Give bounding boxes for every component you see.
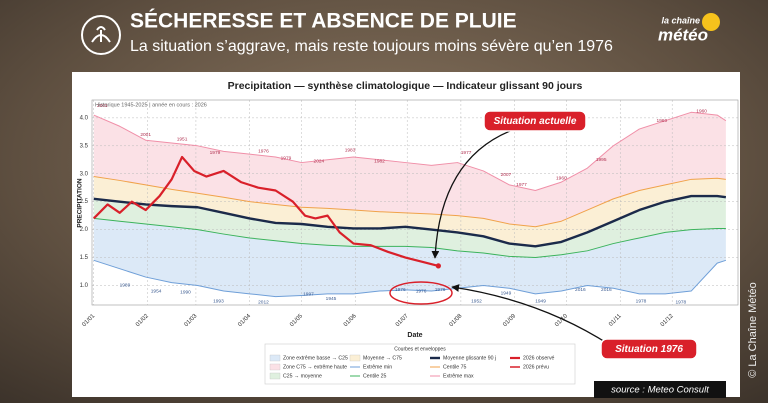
y-tick-label: 4.0 <box>80 115 89 121</box>
legend-swatch <box>269 372 281 380</box>
legend-label: Extrême min <box>363 364 392 370</box>
chart-subtitle: Historique 1945-2025 | année en cours : … <box>95 102 207 108</box>
highlight-1976 <box>389 281 453 305</box>
series-line <box>93 259 727 298</box>
record-year-label: 1976 <box>435 287 446 293</box>
record-year-label: 1990 <box>180 289 191 295</box>
callout-current: Situation actuelle <box>494 116 577 127</box>
legend-box <box>264 343 576 385</box>
record-year-label: 1977 <box>516 182 527 188</box>
record-year-label: 1978 <box>676 299 687 305</box>
record-year-label: 1993 <box>213 298 224 304</box>
record-year-label: 1952 <box>471 298 482 304</box>
y-tick-label: 1.5 <box>80 255 89 261</box>
record-year-label: 1979 <box>281 155 292 161</box>
legend-label: C25 → moyenne <box>283 373 322 379</box>
series-point <box>435 263 441 269</box>
source: source : Meteo Consult <box>611 385 709 396</box>
record-year-label: 1949 <box>535 298 546 304</box>
y-tick-label: 3.0 <box>80 171 89 177</box>
series-line <box>92 155 439 267</box>
legend-title: Courbes et enveloppes <box>394 346 446 352</box>
callout-current-box <box>483 110 587 132</box>
logo-plant <box>91 26 111 43</box>
legend-label: Centile 75 <box>443 364 466 370</box>
headline: SÉCHERESSE ET ABSENCE DE PLUIE <box>130 10 517 33</box>
record-year-label: 2001 <box>97 103 108 109</box>
x-axis-label: Date <box>407 332 422 339</box>
source-box <box>594 381 726 398</box>
callout-1976-box <box>600 338 698 360</box>
legend-label: Centile 25 <box>363 373 386 379</box>
y-tick-label: 1.0 <box>80 283 89 289</box>
record-year-label: 1949 <box>501 291 512 297</box>
series-line <box>93 194 727 248</box>
y-tick-label: 3.5 <box>80 143 89 149</box>
record-year-label: 1997 <box>303 292 314 298</box>
record-year-label: 1945 <box>326 296 337 302</box>
brand-sun <box>702 13 720 31</box>
record-year-label: 1978 <box>636 298 647 304</box>
record-year-label: 2024 <box>314 159 325 165</box>
series-line <box>93 111 727 191</box>
brand-bottom: météo <box>658 25 708 44</box>
record-year-label: 1976 <box>416 288 427 294</box>
legend-swatch <box>269 363 281 371</box>
legend-swatch <box>269 354 281 362</box>
callout-1976: Situation 1976 <box>615 344 683 355</box>
record-year-label: 1960 <box>696 108 707 114</box>
envelope-band <box>93 176 726 247</box>
logo-icon <box>81 15 121 55</box>
record-year-label: 1954 <box>151 288 162 294</box>
record-year-label: 1982 <box>374 159 385 165</box>
record-year-label: 1979 <box>210 150 221 156</box>
arrow-1976 <box>451 284 611 346</box>
record-year-label: 1976 <box>258 149 269 155</box>
plot-frame <box>91 99 739 306</box>
chart-title: Precipitation — synthèse climatologique … <box>228 80 583 92</box>
envelope-band <box>93 112 726 227</box>
legend-label: Moyenne glissante 90 j <box>443 355 496 361</box>
record-year-label: 1989 <box>120 283 131 289</box>
record-year-label: 1960 <box>556 175 567 181</box>
record-year-label: 1951 <box>177 136 188 142</box>
record-year-label: 1976 <box>395 287 406 293</box>
record-year-label: 2016 <box>601 287 612 293</box>
copyright: © La Chaîne Météo <box>747 282 759 378</box>
legend-label: Zone extrême basse → C25 <box>283 355 348 361</box>
record-year-label: 2016 <box>575 287 586 293</box>
brand-top: la chaîne <box>661 15 700 25</box>
y-tick-label: 2.5 <box>80 199 89 205</box>
legend-label: 2026 observé <box>523 355 555 361</box>
series-line <box>93 176 726 228</box>
record-year-label: 1983 <box>345 148 356 154</box>
legend-label: Moyenne → C75 <box>363 355 402 361</box>
legend-label: 2026 prévu <box>523 364 549 370</box>
record-year-label: 1977 <box>461 150 472 156</box>
y-tick-label: 2.0 <box>80 227 89 233</box>
subheadline: La situation s’aggrave, mais reste toujo… <box>130 38 613 55</box>
record-year-label: 1995 <box>596 157 607 163</box>
record-year-label: 2007 <box>501 172 512 178</box>
legend-label: Extrême max <box>443 373 474 379</box>
record-year-label: 2001 <box>140 132 151 138</box>
chart: 1.01.52.02.53.03.54.001/01 01/02 01/03 01/0… <box>80 99 739 385</box>
y-axis-label: PRECIPITATION <box>77 178 84 228</box>
record-year-label: 1960 <box>656 118 667 124</box>
arrow-current <box>431 130 511 259</box>
legend-label: Zone C75 → extrême haute <box>283 364 347 370</box>
record-year-label: 2012 <box>258 299 269 305</box>
legend-swatch <box>349 354 361 362</box>
series-line <box>93 217 726 259</box>
envelope-band <box>93 196 726 258</box>
